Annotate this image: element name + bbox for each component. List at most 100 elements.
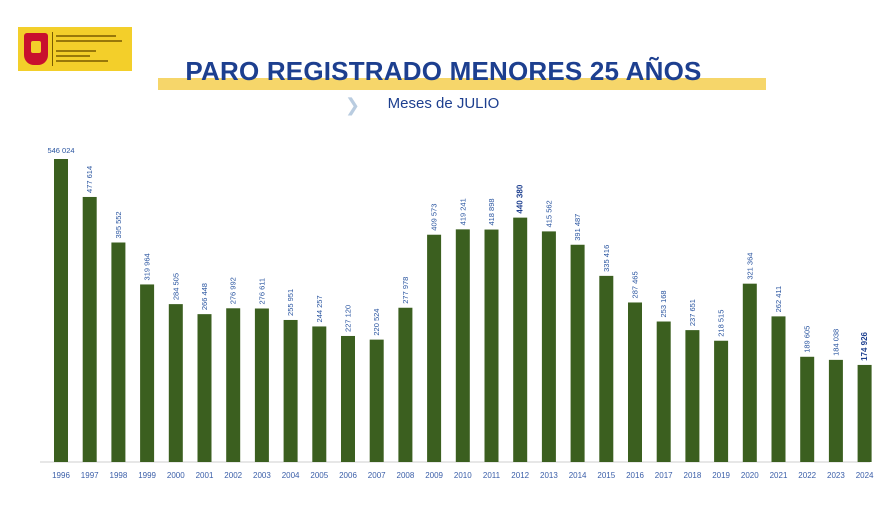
- x-tick-label-2023: 2023: [827, 471, 845, 480]
- value-label-2011: 418 898: [487, 198, 496, 225]
- bar-2011: [484, 229, 499, 462]
- bar-2002: [226, 308, 241, 462]
- bar-2013: [541, 231, 556, 462]
- x-tick-label-2005: 2005: [310, 471, 328, 480]
- value-label-2015: 335 416: [602, 245, 611, 272]
- logo-text-line: [56, 55, 90, 57]
- title-underline-band: [158, 78, 766, 90]
- logo-text-line: [56, 35, 116, 37]
- x-tick-label-2011: 2011: [483, 471, 501, 480]
- value-label-1998: 395 552: [114, 211, 123, 238]
- value-label-2005: 244 257: [315, 295, 324, 322]
- x-tick-label-2013: 2013: [540, 471, 558, 480]
- value-label-2006: 227 120: [344, 305, 353, 332]
- chevron-right-icon: ❯: [345, 95, 361, 115]
- bar-2004: [283, 319, 298, 462]
- logo-text-line: [56, 50, 96, 52]
- x-tick-label-2014: 2014: [569, 471, 587, 480]
- value-label-2013: 415 562: [544, 200, 553, 227]
- value-label-2007: 220 524: [372, 309, 381, 336]
- bar-2017: [656, 321, 671, 462]
- value-label-2009: 409 573: [430, 204, 439, 231]
- x-tick-label-2008: 2008: [397, 471, 415, 480]
- bar-2000: [168, 304, 183, 462]
- bar-2007: [369, 339, 384, 462]
- x-tick-label-2024: 2024: [856, 471, 874, 480]
- bar-2019: [714, 340, 729, 462]
- bar-2014: [570, 244, 585, 462]
- x-tick-label-2009: 2009: [425, 471, 443, 480]
- bar-2021: [771, 316, 786, 462]
- x-tick-label-2004: 2004: [282, 471, 300, 480]
- bar-2023: [828, 359, 843, 462]
- x-tick-label-2020: 2020: [741, 471, 759, 480]
- bar-2003: [254, 308, 269, 462]
- value-label-1996: 546 024: [47, 146, 74, 155]
- bar-2018: [685, 330, 700, 462]
- logo-text-line: [56, 60, 108, 62]
- gobierno-espana-logo: [18, 27, 132, 71]
- bar-1997: [82, 196, 97, 462]
- value-label-2003: 276 611: [257, 278, 266, 305]
- x-tick-label-1998: 1998: [110, 471, 128, 480]
- bar-1996: [54, 159, 68, 462]
- bar-2022: [800, 356, 815, 462]
- x-tick-label-2021: 2021: [770, 471, 788, 480]
- x-tick-label-2012: 2012: [511, 471, 529, 480]
- value-label-2014: 391 487: [573, 214, 582, 241]
- bar-2005: [312, 326, 327, 462]
- value-label-2021: 262 411: [774, 286, 783, 313]
- x-tick-label-2000: 2000: [167, 471, 185, 480]
- x-tick-label-1997: 1997: [81, 471, 99, 480]
- value-label-2023: 184 038: [831, 329, 840, 356]
- value-label-1997: 477 614: [85, 166, 94, 193]
- x-tick-label-2017: 2017: [655, 471, 673, 480]
- x-tick-label-2002: 2002: [224, 471, 242, 480]
- bar-1998: [111, 242, 126, 462]
- bar-1999: [140, 284, 155, 462]
- coat-of-arms-icon: [24, 33, 48, 65]
- chart-subtitle: Meses de JULIO: [387, 95, 500, 112]
- logo-text-line: [56, 40, 122, 42]
- value-label-2018: 237 651: [688, 299, 697, 326]
- value-label-2008: 277 978: [401, 277, 410, 304]
- bar-2016: [628, 302, 642, 462]
- x-tick-label-2022: 2022: [798, 471, 816, 480]
- value-label-1999: 319 964: [143, 253, 152, 280]
- x-tick-label-2006: 2006: [339, 471, 357, 480]
- x-tick-label-2015: 2015: [597, 471, 615, 480]
- value-label-2016: 287 465: [631, 271, 640, 298]
- bar-2024: [857, 364, 872, 462]
- bar-2001: [197, 314, 212, 462]
- x-tick-label-1999: 1999: [138, 471, 156, 480]
- x-tick-label-2010: 2010: [454, 471, 472, 480]
- bar-2015: [599, 275, 614, 462]
- bar-2009: [427, 234, 442, 462]
- value-label-2019: 218 515: [717, 310, 726, 337]
- value-label-2020: 321 364: [745, 253, 754, 280]
- value-label-2002: 276 992: [229, 277, 238, 304]
- x-tick-label-1996: 1996: [52, 471, 70, 480]
- value-label-2004: 255 951: [286, 289, 295, 316]
- value-label-2001: 266 448: [200, 283, 209, 310]
- x-tick-label-2019: 2019: [712, 471, 730, 480]
- bar-2008: [398, 307, 413, 462]
- value-label-2010: 419 241: [458, 198, 467, 225]
- chart-title: PARO REGISTRADO MENORES 25 AÑOS: [185, 56, 702, 86]
- bar-2012: [513, 217, 528, 462]
- value-label-2017: 253 168: [659, 290, 668, 317]
- logo-divider: [52, 32, 53, 66]
- x-tick-label-2007: 2007: [368, 471, 386, 480]
- bar-2020: [742, 283, 757, 462]
- x-tick-label-2018: 2018: [684, 471, 702, 480]
- x-tick-label-2016: 2016: [626, 471, 644, 480]
- x-tick-label-2003: 2003: [253, 471, 271, 480]
- bar-2010: [455, 229, 470, 462]
- x-tick-label-2001: 2001: [196, 471, 214, 480]
- value-label-2000: 284 505: [171, 273, 180, 300]
- value-label-2012: 440 380: [516, 184, 525, 213]
- value-label-2024: 174 926: [860, 331, 869, 360]
- value-label-2022: 189 605: [803, 326, 812, 353]
- bar-2006: [341, 335, 355, 462]
